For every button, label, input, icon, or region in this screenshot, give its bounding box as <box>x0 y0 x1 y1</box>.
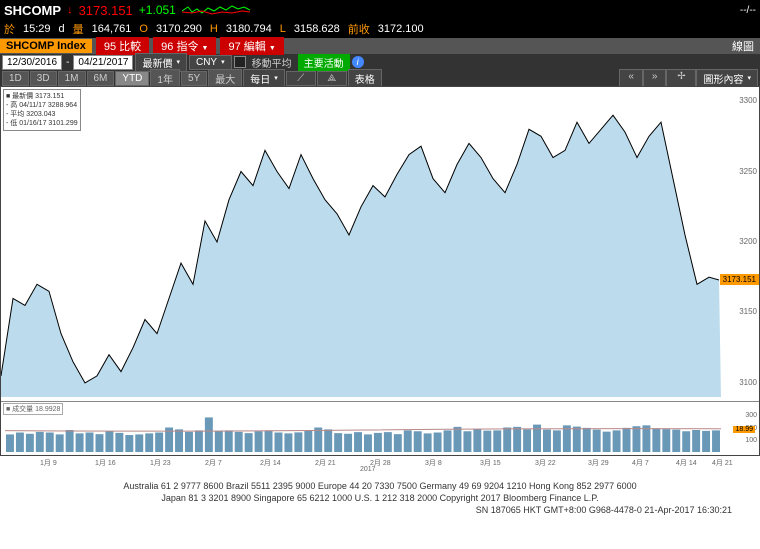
chart-type-label: 線圖 <box>732 38 760 54</box>
edit-button[interactable]: 97 編輯 ▼ <box>220 37 283 55</box>
crosshair-icon[interactable]: ✢ <box>666 69 696 88</box>
chart-area[interactable]: ■ 最新價 3173.151 - 高 04/11/17 3288.964 - 平… <box>0 86 760 456</box>
nav-next-button[interactable]: » <box>643 69 667 88</box>
open-label: O <box>139 23 148 35</box>
open-value: 3170.290 <box>156 23 202 35</box>
low-value: 3158.628 <box>294 23 340 35</box>
chart-style-icon[interactable]: ⟁ <box>317 71 347 86</box>
events-button[interactable]: 主要活動 <box>298 54 350 71</box>
down-arrow-icon: ↓ <box>67 4 73 16</box>
toolbar-periods: 1D 3D 1M 6M YTD 1年 5Y 最大 每日▾ ⟋ ⟁ 表格 « » … <box>0 70 760 86</box>
x-axis-labels: 1月 91月 161月 232月 72月 142月 212月 283月 83月 … <box>0 456 760 476</box>
volume-value: 164,761 <box>92 23 132 35</box>
last-price: 3173.151 <box>79 3 133 18</box>
info-icon[interactable]: i <box>352 56 364 68</box>
chevron-down-icon: ▼ <box>202 45 209 52</box>
ticker-symbol: SHCOMP <box>4 3 61 18</box>
nav-prev-button[interactable]: « <box>619 69 643 88</box>
chevron-down-icon: ▾ <box>176 58 180 66</box>
chevron-down-icon: ▾ <box>221 58 225 66</box>
header-bar: SHCOMP ↓ 3173.151 +1.051 --/-- <box>0 0 760 20</box>
date-from-input[interactable]: 12/30/2016 <box>2 55 62 70</box>
at-label: 於 <box>4 21 15 37</box>
d-label: d <box>59 23 65 35</box>
toolbar-commands: SHCOMP Index 95 比較 96 指令 ▼ 97 編輯 ▼ 線圖 <box>0 38 760 54</box>
period-5y[interactable]: 5Y <box>181 71 207 86</box>
period-1y[interactable]: 1年 <box>150 69 180 88</box>
range-empty: --/-- <box>740 5 756 16</box>
date-dash: - <box>64 57 71 68</box>
time-value: 15:29 <box>23 23 51 35</box>
chart-tool-icon[interactable]: ⟋ <box>286 71 316 86</box>
volume-section: ■ 成交量 18.9928 10020030018.99 <box>1 401 759 452</box>
prev-value: 3172.100 <box>378 23 424 35</box>
period-max[interactable]: 最大 <box>208 69 242 88</box>
period-1m[interactable]: 1M <box>58 71 86 86</box>
footer-line: Australia 61 2 9777 8600 Brazil 5511 239… <box>8 480 752 492</box>
high-label: H <box>210 23 218 35</box>
ma-label: 移動平均 <box>248 55 296 70</box>
volume-bars <box>5 408 721 452</box>
index-name[interactable]: SHCOMP Index <box>0 39 92 53</box>
volume-label: 量 <box>73 21 84 37</box>
price-area-chart <box>1 87 721 397</box>
sparkline-chart <box>182 3 252 17</box>
footer: Australia 61 2 9777 8600 Brazil 5511 239… <box>0 476 760 520</box>
price-change: +1.051 <box>139 3 176 17</box>
chevron-down-icon: ▼ <box>269 45 276 52</box>
footer-line: SN 187065 HKT GMT+8:00 G968-4478-0 21-Ap… <box>8 504 752 516</box>
subheader-bar: 於 15:29 d 量 164,761 O 3170.290 H 3180.79… <box>0 20 760 38</box>
ma-checkbox[interactable] <box>234 56 246 68</box>
footer-line: Japan 81 3 3201 8900 Singapore 65 6212 1… <box>8 492 752 504</box>
period-6m[interactable]: 6M <box>87 71 115 86</box>
low-label: L <box>280 23 286 35</box>
chevron-down-icon: ▾ <box>747 74 751 82</box>
date-to-input[interactable]: 04/21/2017 <box>73 55 133 70</box>
period-1d[interactable]: 1D <box>2 71 29 86</box>
currency-dropdown[interactable]: CNY▾ <box>189 55 232 70</box>
period-3d[interactable]: 3D <box>30 71 57 86</box>
prev-label: 前收 <box>348 21 370 37</box>
current-price-badge: 3173.151 <box>720 274 759 285</box>
chart-content-dropdown[interactable]: 圖形內容▾ <box>696 69 758 88</box>
period-ytd[interactable]: YTD <box>115 71 149 86</box>
chevron-down-icon: ▾ <box>274 74 278 82</box>
interval-dropdown[interactable]: 每日▾ <box>243 69 285 88</box>
table-dropdown[interactable]: 表格 <box>348 69 382 88</box>
nav-arrows: « » ✢ 圖形內容▾ <box>619 69 758 88</box>
high-value: 3180.794 <box>226 23 272 35</box>
